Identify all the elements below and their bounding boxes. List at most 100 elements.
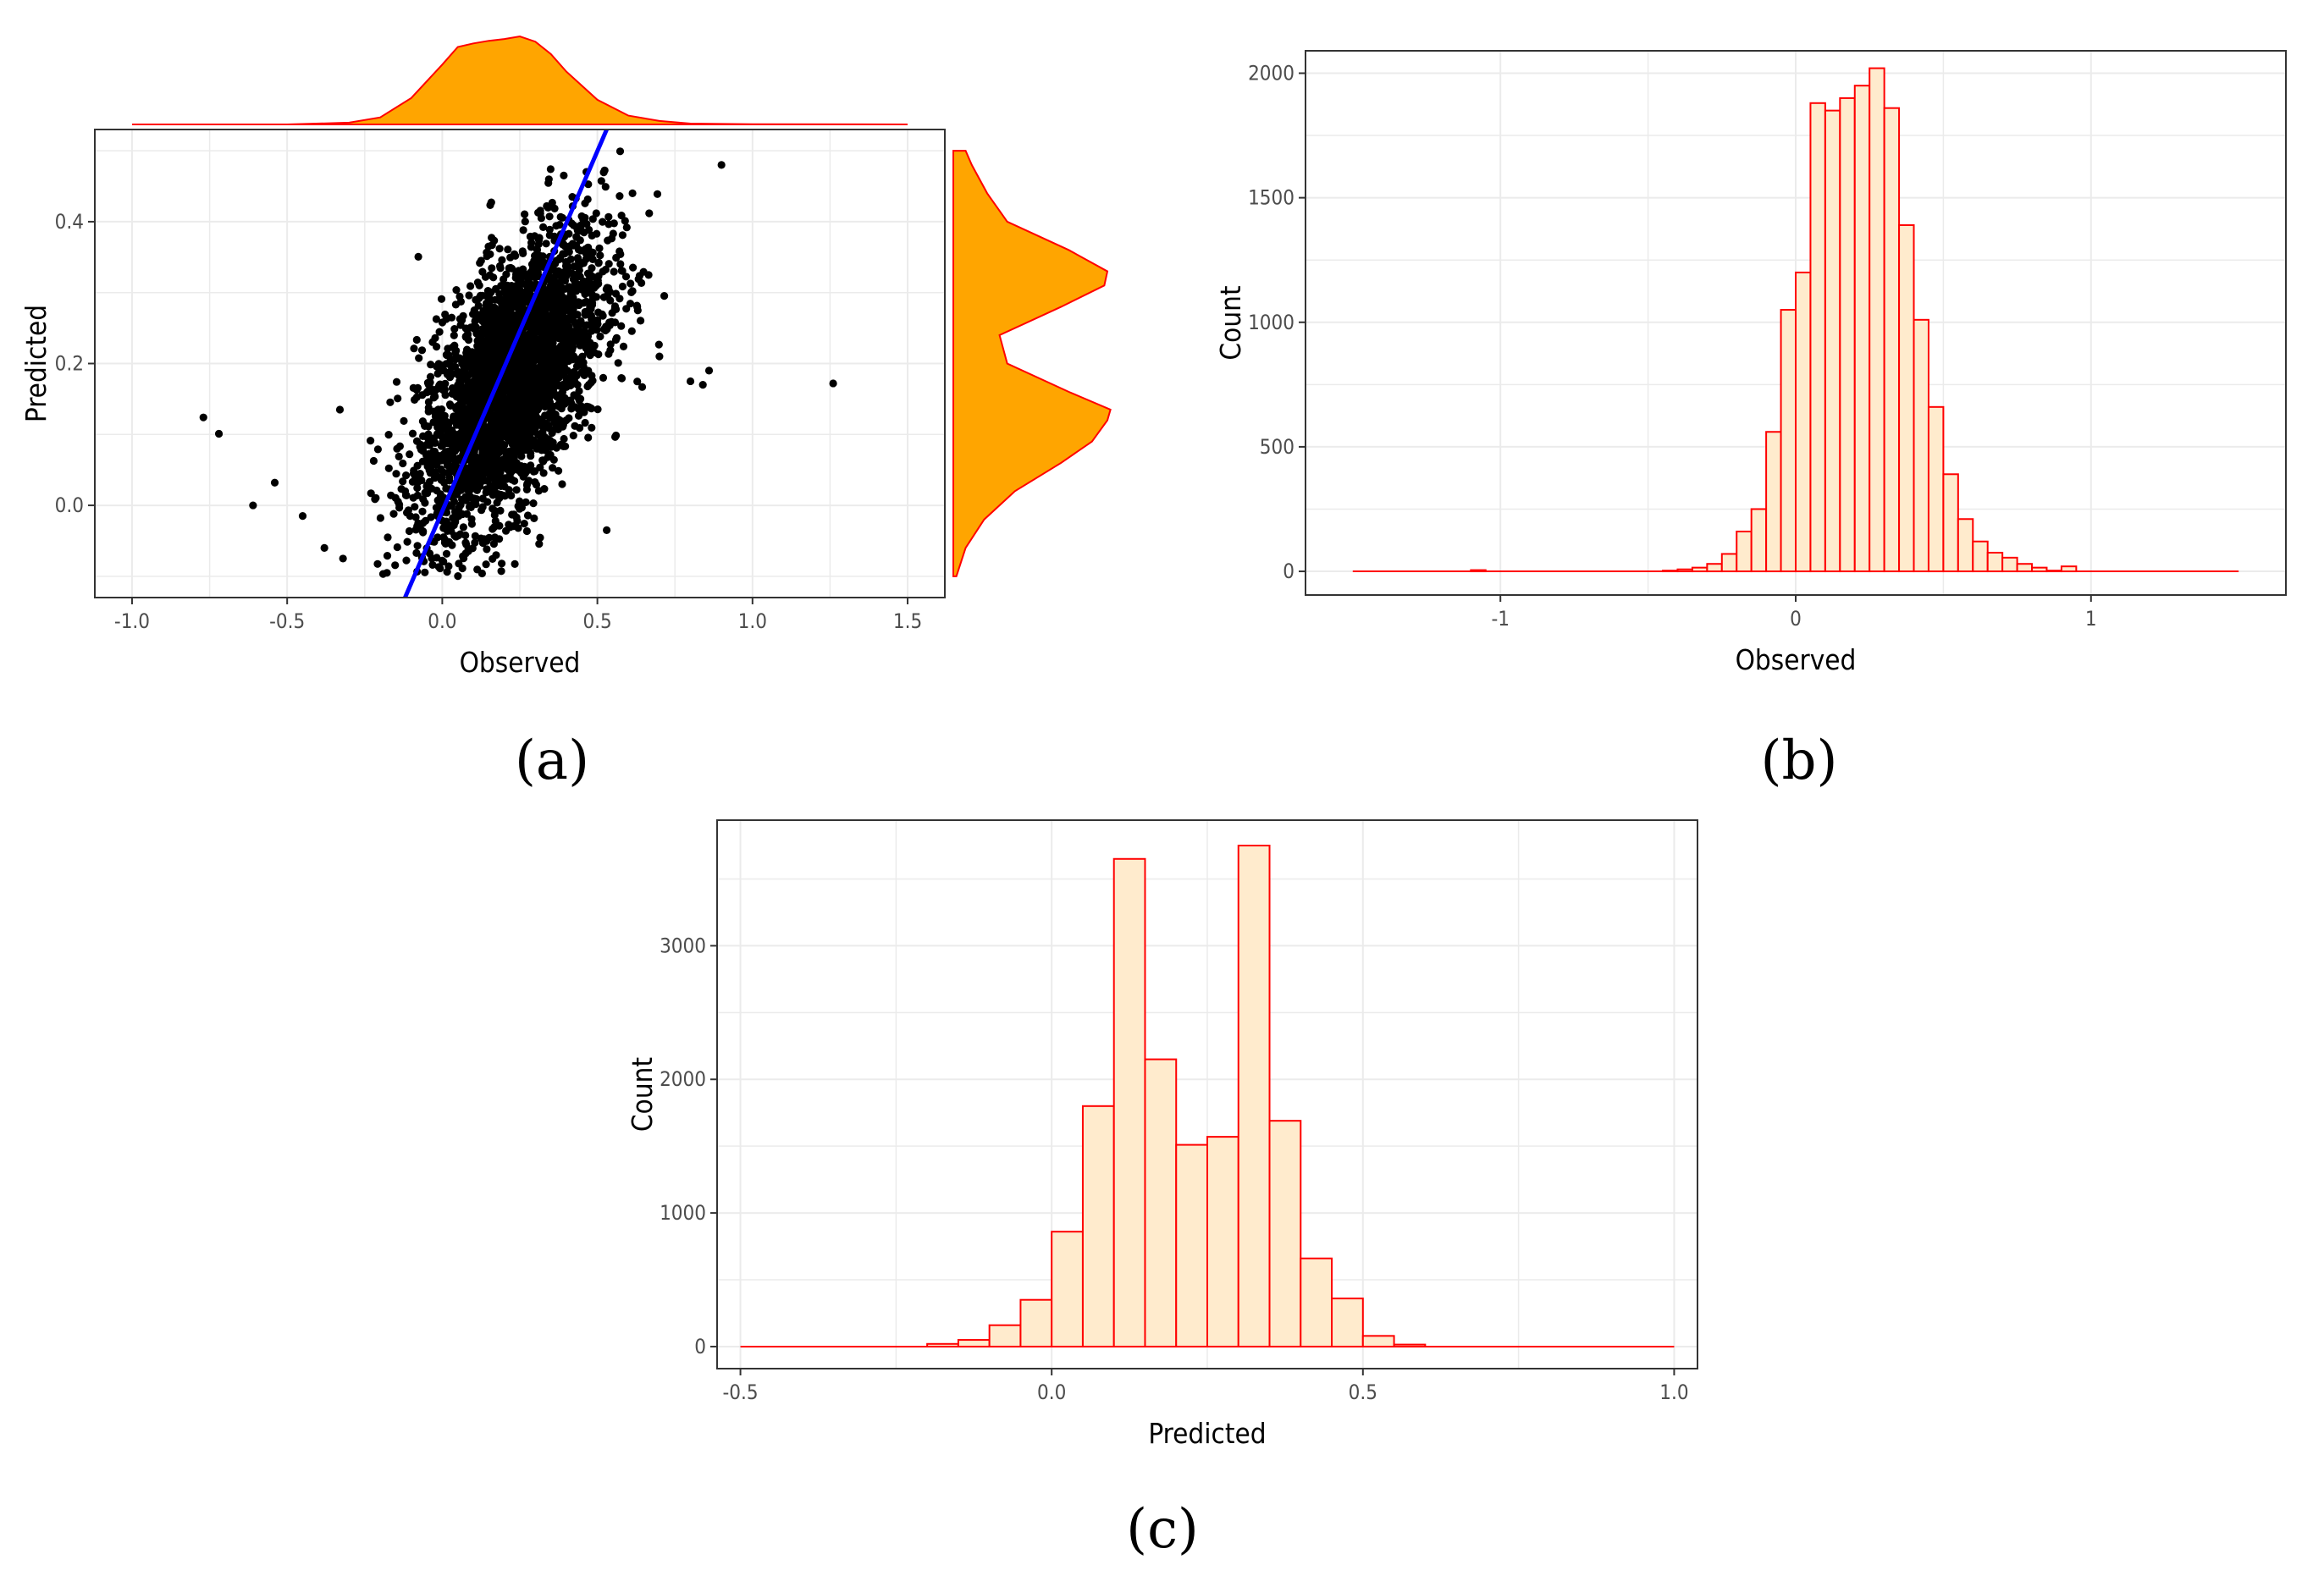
data-point [367,437,375,445]
data-point [456,297,466,306]
data-point [464,391,472,400]
data-point [514,442,523,450]
data-point [558,240,567,249]
data-point [400,487,410,495]
data-point [599,218,607,226]
data-point [510,452,518,460]
data-point [502,451,511,460]
data-point [473,311,482,319]
panel-b-histogram: -1 0 1 0 500 1000 1500 2000 Observed Count (b) [1214,50,2287,792]
data-point [551,278,560,287]
data-point [548,284,556,292]
data-point [472,500,480,509]
data-point [512,271,521,279]
panel-a-y-ticks: 0.0 0.2 0.4 [55,210,95,517]
data-point [540,485,549,493]
panel-c-y-ticks: 0 1000 2000 3000 [660,934,717,1358]
data-point [579,299,588,307]
data-point [549,384,558,393]
data-point [487,198,495,207]
data-point [476,329,484,338]
data-point [389,510,398,518]
data-point [373,445,382,454]
histogram-bar [1051,1231,1084,1347]
data-point [616,260,625,268]
data-point [270,478,279,487]
data-point [393,543,401,552]
data-point [596,251,604,260]
data-point [482,560,490,569]
data-point [559,276,567,284]
data-point [454,388,462,397]
data-point [529,467,538,476]
data-point [555,358,563,366]
data-point [550,232,559,240]
marginal-x-density [131,35,908,125]
data-point [525,477,533,485]
data-point [539,469,548,477]
data-point [403,537,411,546]
data-point [515,289,523,298]
panel-c-histogram: -0.5 0.0 0.5 1.0 0 1000 2000 3000 Predicted Co… [626,819,1698,1561]
data-point [610,267,618,276]
y-tick-label: 0 [1283,559,1294,583]
data-point [539,379,549,388]
data-point [639,267,648,276]
y-tick-label: 0.2 [55,352,84,376]
histogram-bar [1268,1120,1302,1347]
panel-c-y-axis-title: Count [626,1057,659,1132]
data-point [417,445,426,454]
data-point [560,295,568,303]
data-point [492,344,500,353]
data-point [443,568,451,576]
data-point [489,554,497,564]
data-point [626,300,635,308]
data-point [441,310,450,319]
data-point [527,461,535,470]
data-point [415,354,423,362]
data-point [320,543,328,552]
data-point [555,382,564,390]
histogram-bar [1957,518,1974,573]
data-point [580,408,588,416]
histogram-bar [1300,1257,1333,1347]
data-point [534,371,543,379]
histogram-bar [1883,107,1901,573]
data-point [592,282,600,290]
data-point [483,485,491,493]
data-point [595,244,604,252]
data-point [434,410,443,418]
data-point [555,255,564,263]
data-point [488,264,496,273]
data-point [490,510,499,520]
data-point [525,410,533,418]
data-point [583,348,593,356]
x-tick-label: 0 [1790,607,1802,631]
histogram-bar [1237,844,1271,1347]
histogram-bar [2045,570,2062,573]
fit-line [403,129,609,598]
data-point [653,190,662,198]
data-point [560,269,570,278]
data-point [518,407,527,416]
data-point [399,459,407,468]
data-point [451,513,460,522]
data-point [483,248,491,256]
histogram-bar [1662,570,1679,573]
data-point [522,498,530,507]
data-point [460,554,468,563]
data-point [645,209,654,218]
data-point [523,511,533,520]
data-point [576,236,584,245]
x-tick-label: -0.5 [269,609,305,633]
data-point [468,366,477,374]
data-point [574,325,582,334]
data-point [461,405,471,413]
data-point [496,506,505,515]
histogram-bar [1081,1105,1115,1347]
data-point [621,217,629,225]
data-point [459,523,468,532]
data-point [512,311,522,319]
data-point [565,247,573,256]
data-point [475,404,483,412]
